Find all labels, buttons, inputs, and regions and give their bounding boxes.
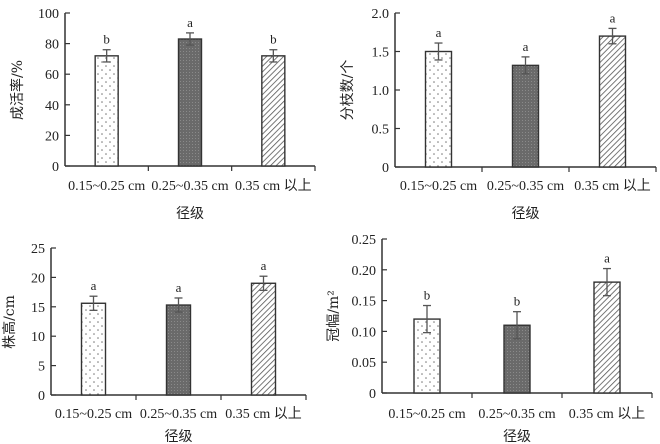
x-axis-title: 径级 (512, 206, 540, 222)
bar (261, 55, 286, 167)
significance-label: b (514, 294, 521, 309)
category-label: 0.25~0.35 cm (478, 407, 555, 422)
y-tick-label: 20 (45, 129, 59, 144)
y-tick-label: 80 (45, 38, 59, 53)
y-axis-title: 分枝数/个 (340, 60, 356, 121)
significance-label: a (523, 39, 529, 54)
x-axis-title: 径级 (176, 206, 204, 222)
bar (80, 302, 107, 396)
y-tick-label: 5 (38, 360, 45, 375)
category-label: 0.35 cm 以上 (225, 406, 302, 422)
significance-label: a (261, 258, 267, 273)
category-label: 0.25~0.35 cm (151, 179, 228, 194)
x-axis-title: 径级 (503, 429, 531, 444)
y-tick-label: 0.05 (352, 356, 377, 371)
y-tick-label: 25 (31, 242, 45, 257)
y-tick-label: 1.0 (372, 84, 390, 99)
chart-branch-count: 0 0.5 1.0 1.5 2.0 a 0.15~0.25 cm a 0.25~0.35 cm a… (340, 7, 657, 222)
bar (250, 282, 277, 396)
y-tick-label: 100 (38, 7, 59, 22)
significance-label: b (424, 288, 431, 303)
category-label: 0.15~0.25 cm (388, 407, 465, 422)
y-tick-label: 0.15 (352, 295, 377, 310)
category-label: 0.25~0.35 cm (487, 179, 564, 194)
significance-label: a (176, 280, 182, 295)
y-tick-label: 10 (31, 330, 45, 345)
bar (598, 35, 627, 168)
y-tick-label: 60 (45, 68, 59, 83)
significance-label: a (91, 278, 97, 293)
chart-survival-rate: 0 20 40 60 80 100 b 0.15~0.25 cm a 0.25~0.35 cm b 0… (9, 7, 316, 222)
chart-plant-height: 0 5 10 15 20 25 a 0.15~0.25 cm a 0.25~0.35 cm a 0.3… (1, 242, 307, 444)
y-tick-label: 0.10 (352, 325, 377, 340)
y-tick-label: 0 (52, 160, 59, 175)
y-tick-label: 1.5 (372, 46, 390, 61)
y-tick-label: 0 (369, 387, 376, 402)
bar (165, 304, 192, 396)
significance-label: a (604, 251, 610, 266)
category-label: 0.35 cm 以上 (569, 406, 646, 422)
y-tick-label: 0.5 (372, 123, 390, 138)
category-label: 0.15~0.25 cm (68, 179, 145, 194)
significance-label: b (103, 32, 110, 47)
y-axis-title: 成活率/% (9, 60, 26, 120)
significance-label: a (436, 25, 442, 40)
significance-label: a (187, 15, 193, 30)
chart-crown-width: 0 0.05 0.10 0.15 0.20 0.25 b 0.15~0.25 cm b 0.25~… (326, 233, 653, 444)
y-tick-label: 0.20 (352, 264, 377, 279)
bar (94, 55, 119, 167)
bar (511, 64, 540, 168)
category-label: 0.35 cm 以上 (574, 178, 651, 194)
y-tick-label: 0 (38, 389, 45, 404)
y-tick-label: 40 (45, 99, 59, 114)
bar (424, 50, 453, 168)
y-tick-label: 15 (31, 301, 45, 316)
significance-label: b (270, 32, 277, 47)
y-tick-label: 0.25 (352, 233, 377, 248)
category-label: 0.15~0.25 cm (55, 407, 132, 422)
y-axis-title: 冠幅/m² (326, 290, 342, 342)
bar (593, 281, 621, 394)
y-tick-label: 0 (382, 161, 389, 176)
category-label: 0.25~0.35 cm (140, 407, 217, 422)
category-label: 0.35 cm 以上 (235, 178, 312, 194)
x-axis-title: 径级 (165, 429, 193, 444)
y-axis-title: 株高/cm (1, 295, 18, 349)
y-tick-label: 20 (31, 271, 45, 286)
y-tick-label: 2.0 (372, 7, 390, 22)
bar (177, 38, 203, 167)
significance-label: a (610, 10, 616, 25)
category-label: 0.15~0.25 cm (400, 179, 477, 194)
